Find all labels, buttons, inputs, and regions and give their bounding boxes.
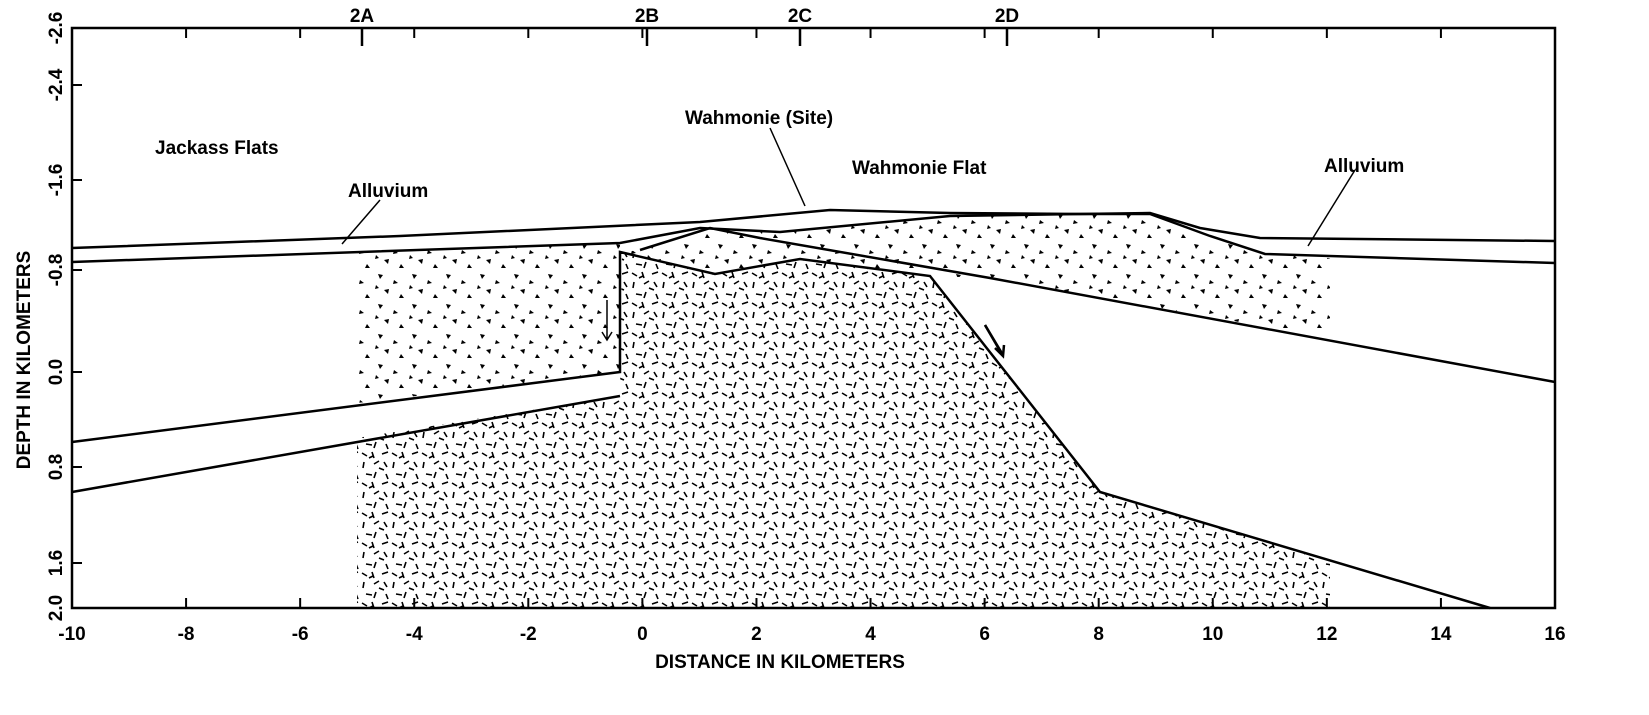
top-tick-label: 2C [788, 6, 813, 27]
x-tick-label: -10 [58, 624, 85, 645]
top-tick-label: 2D [995, 6, 1019, 27]
y-axis-label: DEPTH IN KILOMETERS [14, 251, 35, 470]
x-tick-label: -2 [520, 624, 537, 645]
x-tick-label: -6 [292, 624, 309, 645]
x-tick-label: 12 [1316, 624, 1337, 645]
x-tick-label: 14 [1430, 624, 1452, 645]
y-tick-label: -0.8 [46, 254, 67, 287]
y-tick-label: -2.6 [46, 12, 67, 45]
leader [770, 128, 805, 206]
tuff-left [357, 242, 620, 403]
x-tick-label: 2 [751, 624, 762, 645]
top-tick-label: 2B [635, 6, 659, 27]
annotation: Alluvium [1324, 156, 1404, 177]
leader [1308, 170, 1355, 246]
x-tick-label: 6 [979, 624, 990, 645]
page: {"axes": {"x_label": "DISTANCE IN KILOME… [0, 0, 1649, 710]
x-tick-label: 8 [1093, 624, 1104, 645]
x-tick-label: -4 [406, 624, 423, 645]
x-axis-label: DISTANCE IN KILOMETERS [655, 652, 905, 673]
cross-section: Jackass Flats Wahmonie (Site) Wahmonie F… [0, 0, 1649, 710]
x-tick-label: 0 [637, 624, 648, 645]
annotation: Wahmonie Flat [852, 158, 987, 179]
x-tick-label: 4 [865, 624, 876, 645]
annotation: Wahmonie (Site) [685, 108, 833, 129]
y-tick-label: 1.6 [46, 550, 67, 576]
y-tick-label: 0.0 [46, 359, 67, 385]
x-tick-label: 10 [1202, 624, 1223, 645]
x-tick-label: 16 [1544, 624, 1565, 645]
y-tick-label: -2.4 [46, 68, 67, 101]
x-tick-label: -8 [178, 624, 195, 645]
annotation: Jackass Flats [155, 138, 279, 159]
top-tick-label: 2A [350, 6, 375, 27]
annotation: Alluvium [348, 181, 428, 202]
y-tick-label: -1.6 [46, 164, 67, 197]
y-tick-label: 2.0 [46, 595, 67, 621]
y-tick-label: 0.8 [46, 454, 67, 480]
